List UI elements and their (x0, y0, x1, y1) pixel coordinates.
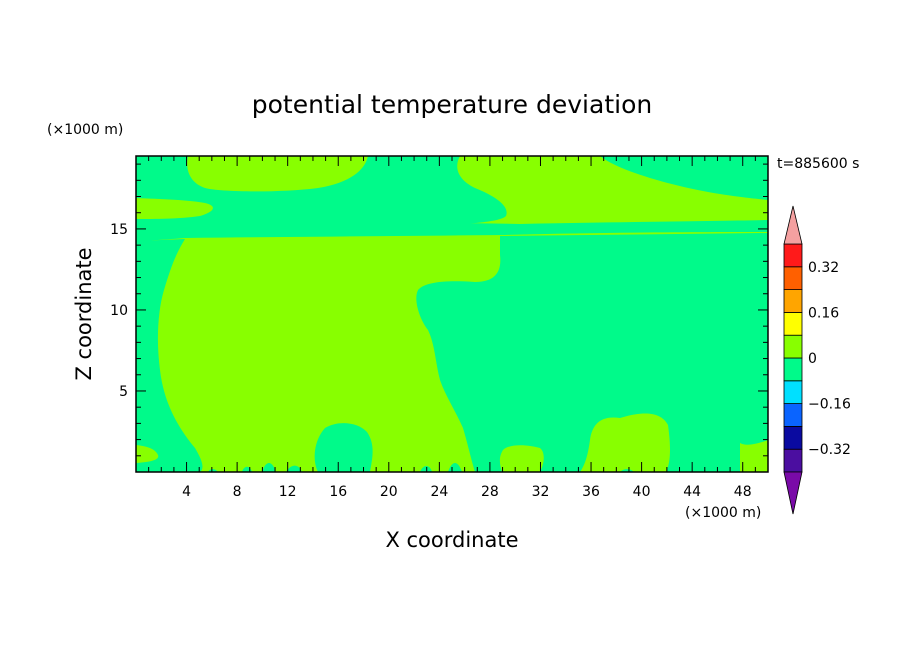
x-tick-label: 32 (532, 484, 550, 500)
colorbar-swatch (783, 334, 803, 359)
colorbar-swatch (783, 357, 803, 382)
x-tick-label: 12 (279, 484, 297, 500)
field-negative-region (416, 233, 768, 472)
x-tick-label: 28 (481, 484, 499, 500)
colorbar: 0.32 0.16 0 −0.16 −0.32 (783, 205, 851, 515)
field-negative-region (314, 423, 373, 472)
x-tick-label: 4 (182, 484, 191, 500)
colorbar-swatch (783, 425, 803, 450)
x-tick-label: 16 (329, 484, 347, 500)
chart-title: potential temperature deviation (252, 90, 652, 119)
field-negative-region (208, 463, 712, 472)
field-negative-region (136, 156, 507, 232)
colorbar-label: 0.16 (808, 305, 839, 321)
field-negative-region (136, 239, 203, 472)
contour-field (136, 156, 768, 472)
colorbar-swatch (783, 311, 803, 336)
x-tick-label: 20 (380, 484, 398, 500)
colorbar-swatch (783, 380, 803, 404)
colorbar-label: −0.16 (808, 397, 851, 413)
colorbar-swatch (783, 289, 803, 313)
x-axis-title: X coordinate (385, 528, 518, 552)
y-axis-title: Z coordinate (72, 247, 96, 380)
colorbar-label: 0.32 (808, 260, 839, 276)
x-tick-label: 48 (734, 484, 752, 500)
y-tick-label: 5 (119, 384, 128, 400)
x-tick-label: 36 (582, 484, 600, 500)
x-tick-label: 44 (683, 484, 701, 500)
colorbar-label: 0 (808, 351, 817, 367)
x-axis: 4 8 12 16 20 24 28 32 36 40 44 48 (148, 156, 756, 500)
y-tick-label: 10 (110, 303, 128, 319)
x-tick-label: 8 (233, 484, 242, 500)
y-tick-label: 15 (110, 222, 128, 238)
colorbar-over-arrow (783, 205, 803, 245)
x-tick-label: 24 (430, 484, 448, 500)
colorbar-swatch (783, 243, 803, 268)
colorbar-under-arrow (783, 471, 803, 515)
colorbar-swatch (783, 448, 803, 473)
y-axis: 5 10 15 (110, 163, 768, 457)
time-label: t=885600 s (777, 156, 859, 172)
y-unit-label: (×1000 m) (47, 122, 123, 138)
colorbar-swatch (783, 266, 803, 290)
colorbar-swatch (783, 403, 803, 427)
x-tick-label: 40 (633, 484, 651, 500)
field-negative-region (600, 156, 768, 200)
x-unit-label: (×1000 m) (685, 505, 761, 521)
colorbar-label: −0.32 (808, 442, 851, 458)
